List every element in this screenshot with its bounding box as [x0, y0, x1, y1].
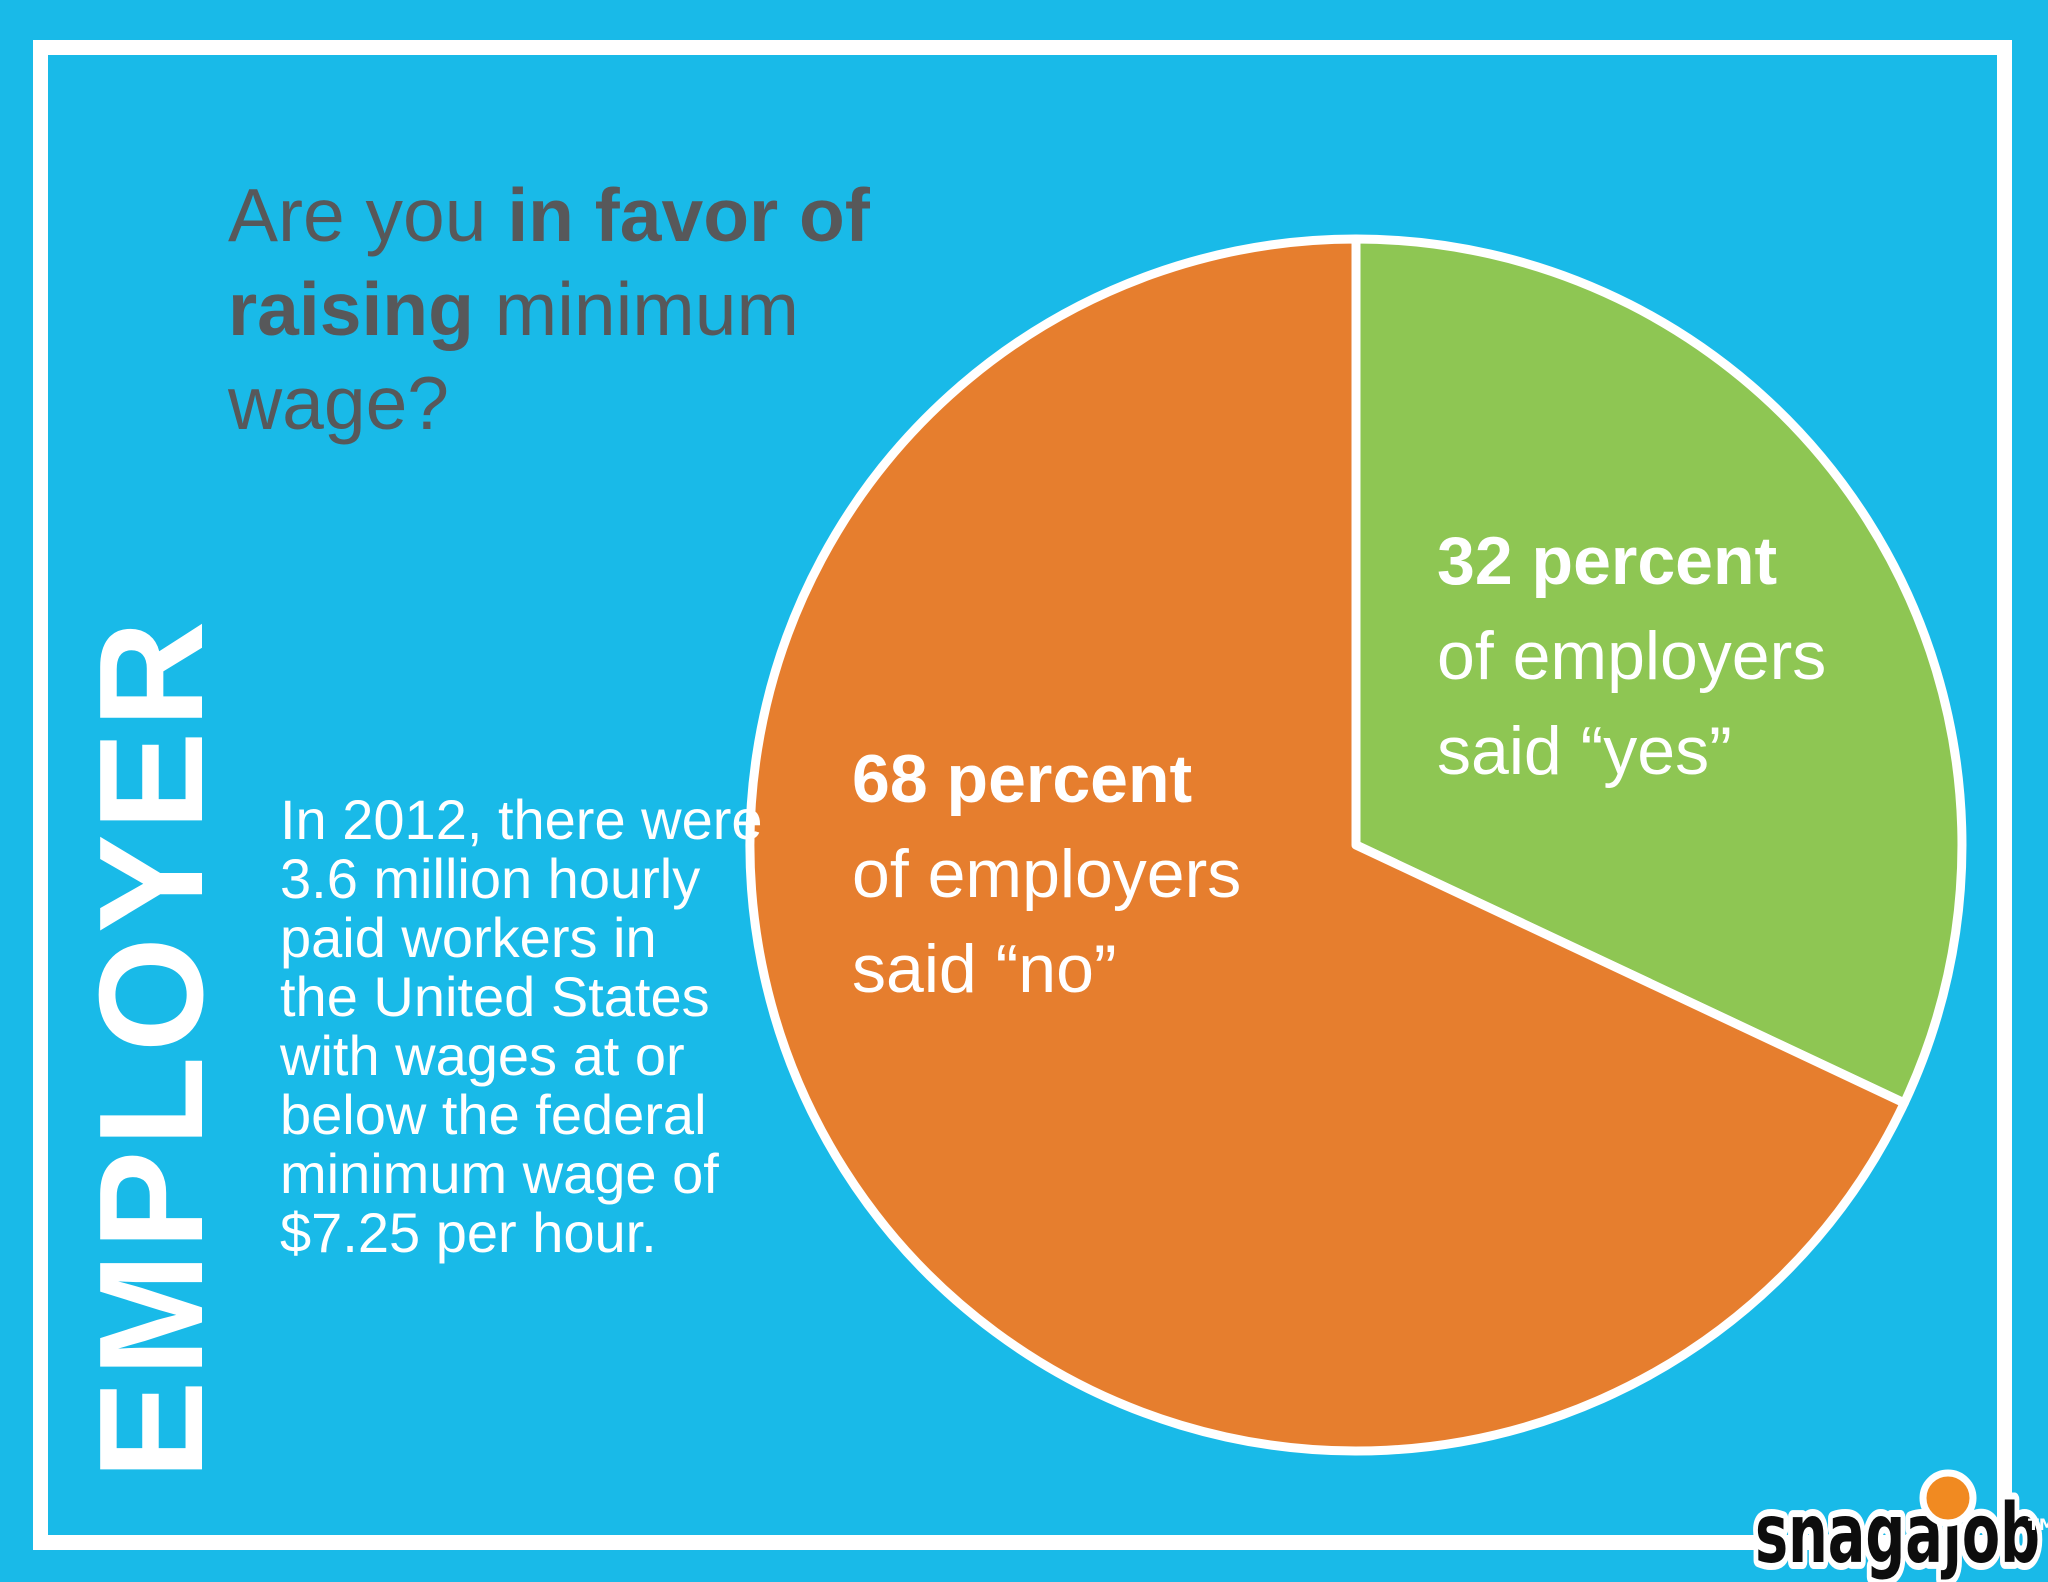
snagajob-logo-text: snagajob [1755, 1487, 2040, 1582]
pie-label-no-line3: said “no” [852, 931, 1117, 1007]
border-frame [33, 40, 2012, 1550]
title-line-2: raising minimum [228, 262, 870, 356]
pie-label-yes-percent: 32 percent [1437, 523, 1778, 599]
snagajob-logo-j-dot [1919, 1469, 1977, 1527]
pie-label-no-percent: 68 percent [852, 741, 1193, 817]
page-title: Are you in favor of raising minimum wage… [228, 168, 870, 450]
pie-label-yes-line3: said “yes” [1437, 713, 1732, 789]
title-line1-normal: Are you [228, 173, 508, 257]
pie-label-no: 68 percent of employers said “no” [852, 732, 1241, 1017]
pie-slice-yes [1351, 234, 1967, 1108]
title-line1-bold: in favor of [507, 173, 870, 257]
stat-paragraph: In 2012, there were 3.6 million hourly p… [280, 788, 763, 1264]
pie-label-no-line2: of employers [852, 836, 1242, 912]
title-line3-normal: wage? [228, 361, 450, 445]
title-line2-normal: minimum [473, 267, 799, 351]
pie-label-yes: 32 percent of employers said “yes” [1437, 514, 1826, 799]
vertical-employer-label: EMPLOYER [69, 616, 234, 1480]
title-line-3: wage? [228, 356, 870, 450]
snagajob-logo-tm: TM [2028, 1515, 2048, 1534]
pie-slice-no [745, 234, 1909, 1456]
title-line-1: Are you in favor of [228, 168, 870, 262]
snagajob-logo: snagajob TM [1748, 1469, 2048, 1582]
title-line2-bold: raising [228, 267, 474, 351]
pie-label-yes-line2: of employers [1437, 618, 1827, 694]
